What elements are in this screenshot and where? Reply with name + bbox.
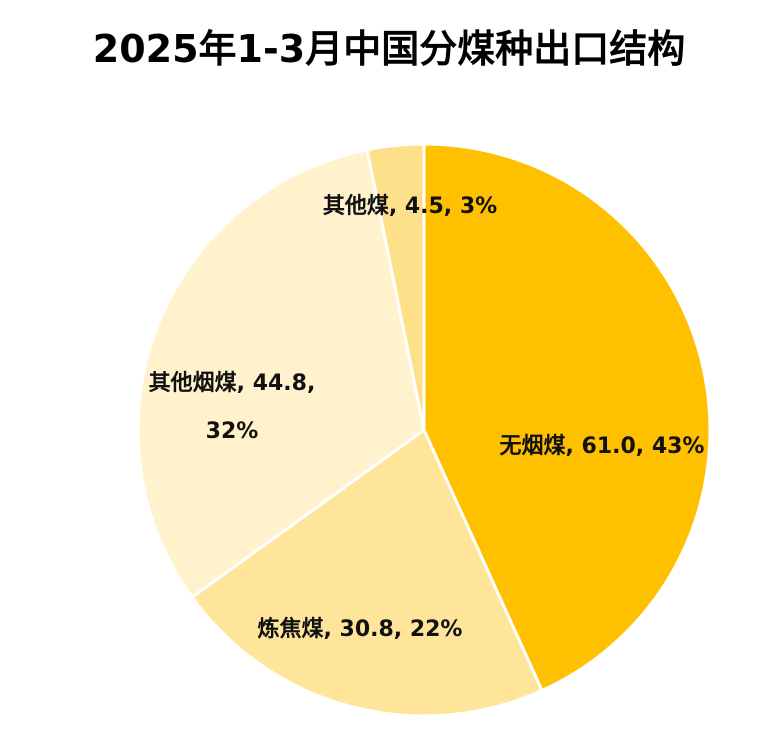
pie-slices [136, 142, 712, 718]
pie-slice-2 [189, 427, 544, 718]
data-label-2: 炼焦煤, 30.8, 22% [258, 616, 463, 642]
chart-title: 2025年1-3月中国分煤种出口结构 [92, 27, 686, 71]
data-label-4: 其他煤, 4.5, 3% [323, 193, 497, 219]
data-label-1: 无烟煤, 61.0, 43% [500, 433, 705, 459]
data-label-3: 其他烟煤, 44.8, 32% [149, 370, 316, 444]
pie-slice-3 [136, 147, 426, 600]
pie-labels: 无烟煤, 61.0, 43% 炼焦煤, 30.8, 22% 其他烟煤, 44.8, 3… [149, 193, 705, 642]
pie-slice-4 [365, 142, 426, 431]
pie-slice-1 [422, 142, 712, 693]
